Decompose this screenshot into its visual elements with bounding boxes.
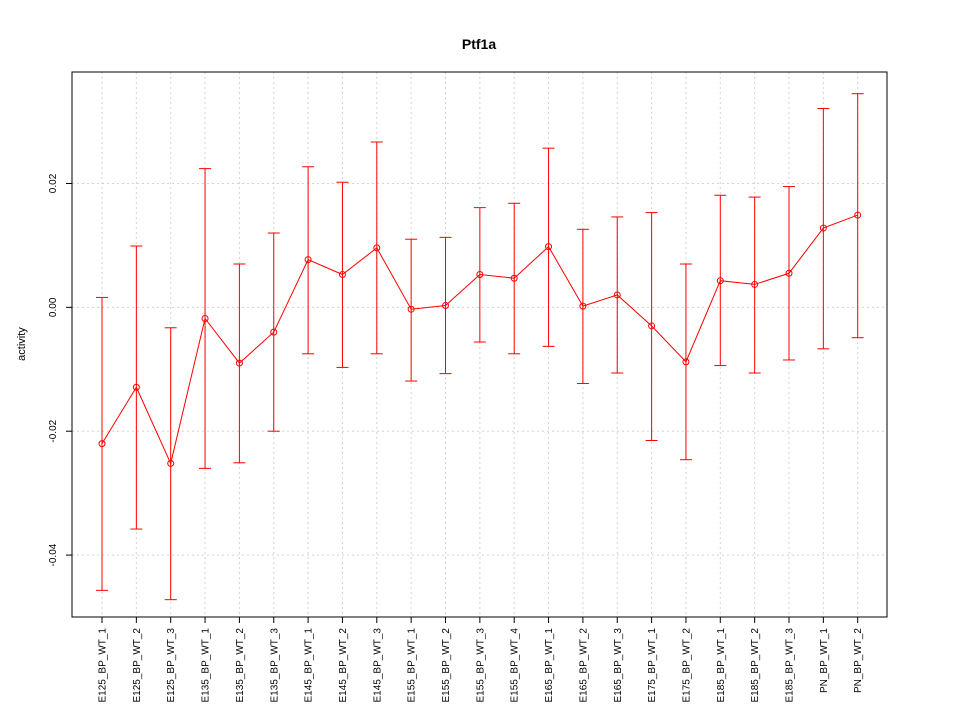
data-point <box>751 280 759 288</box>
data-point <box>132 383 140 391</box>
x-tick-label: E125_BP_WT_2 <box>132 628 143 703</box>
x-tick-label: E155_BP_WT_2 <box>441 628 452 703</box>
data-point <box>648 322 656 330</box>
x-tick-label: E145_BP_WT_1 <box>304 628 315 703</box>
data-point <box>338 271 346 279</box>
x-tick-label: E185_BP_WT_1 <box>716 628 727 703</box>
data-point <box>510 274 518 282</box>
x-tick-label: E145_BP_WT_3 <box>372 628 383 703</box>
data-point <box>201 314 209 322</box>
data-point <box>785 269 793 277</box>
y-axis-label: activity <box>16 327 28 361</box>
y-tick-label: -0.04 <box>48 543 59 566</box>
x-tick-label: E185_BP_WT_2 <box>750 628 761 703</box>
x-tick-label: PN_BP_WT_2 <box>853 628 864 693</box>
x-tick-label: E165_BP_WT_3 <box>613 628 624 703</box>
y-tick-label: 0.00 <box>48 297 59 317</box>
y-tick-label: -0.02 <box>48 419 59 442</box>
series-line-group <box>101 214 858 465</box>
x-tick-label: E165_BP_WT_1 <box>544 628 555 703</box>
data-point <box>613 291 621 299</box>
data-point <box>579 302 587 310</box>
data-point <box>819 224 827 232</box>
data-point <box>235 359 243 367</box>
data-point <box>682 358 690 366</box>
x-tick-label: E175_BP_WT_2 <box>681 628 692 703</box>
data-point <box>304 256 312 264</box>
x-tick-label: E165_BP_WT_2 <box>578 628 589 703</box>
data-point <box>407 305 415 313</box>
data-point <box>98 440 106 448</box>
data-point <box>270 328 278 336</box>
x-tick-label: E135_BP_WT_1 <box>201 628 212 703</box>
data-points <box>98 211 862 467</box>
data-point <box>442 301 449 309</box>
x-tick-label: E145_BP_WT_2 <box>338 628 349 703</box>
x-tick-label: E155_BP_WT_1 <box>407 628 418 703</box>
x-tick-label: E125_BP_WT_1 <box>98 628 109 703</box>
x-tick-label: E155_BP_WT_4 <box>510 628 521 703</box>
x-tick-label: E155_BP_WT_3 <box>475 628 486 703</box>
data-point <box>545 243 553 251</box>
data-point <box>476 271 484 279</box>
x-tick-label: E135_BP_WT_2 <box>235 628 246 703</box>
x-tick-label: E125_BP_WT_3 <box>166 628 177 703</box>
x-tick-label: E185_BP_WT_3 <box>785 628 796 703</box>
chart-title: Ptf1a <box>462 36 496 52</box>
x-tick-label: E175_BP_WT_1 <box>647 628 658 703</box>
x-axis: E125_BP_WT_1 E125_BP_WT_2 E125_BP_WT_3 E135… <box>98 617 864 703</box>
x-tick-label: PN_BP_WT_1 <box>819 628 830 693</box>
y-tick-label: 0.02 <box>48 173 59 193</box>
series-line <box>101 214 858 465</box>
grid <box>72 72 887 617</box>
data-point <box>167 459 175 467</box>
y-axis: -0.04 -0.02 0.00 0.02 <box>48 173 72 566</box>
data-point <box>854 211 862 219</box>
x-tick-label: E135_BP_WT_3 <box>269 628 280 703</box>
data-point <box>716 277 724 285</box>
data-point <box>373 244 381 252</box>
